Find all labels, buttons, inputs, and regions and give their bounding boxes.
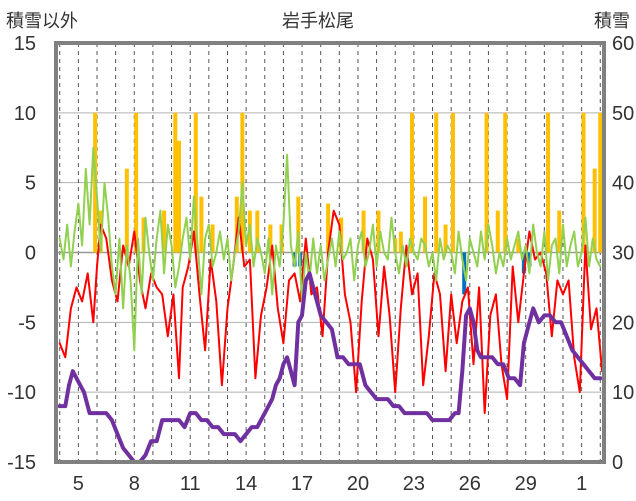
plot-frame [54, 41, 606, 464]
bar-mark [592, 168, 597, 253]
left-axis-ticks: 15 10 5 0 -5 -10 -15 [7, 33, 36, 474]
left-tick-label: 15 [14, 33, 36, 55]
right-tick-label: 0 [612, 452, 623, 474]
bar-mark [326, 203, 331, 253]
bar-mark [376, 210, 381, 253]
right-axis-label: 積雪 [594, 11, 630, 31]
bar-mark [484, 112, 489, 253]
right-tick-label: 10 [612, 382, 634, 404]
bar-mark [193, 112, 198, 253]
bar-mark [177, 140, 182, 253]
right-tick-label: 20 [612, 312, 634, 334]
left-axis-label: 積雪以外 [6, 11, 78, 31]
bar-mark [451, 112, 456, 253]
bar-mark [141, 217, 146, 253]
bar-mark [521, 252, 526, 274]
bar-mark [546, 112, 551, 253]
x-tick-label: 1 [576, 473, 587, 495]
bar-mark [339, 217, 344, 253]
x-tick-label: 8 [129, 473, 140, 495]
x-tick-label: 29 [515, 473, 537, 495]
series-line-3 [58, 146, 602, 352]
left-tick-label: 0 [25, 243, 36, 265]
x-tick-label: 5 [73, 473, 84, 495]
bar-mark [398, 231, 403, 253]
bar-mark [296, 196, 301, 253]
right-tick-label: 50 [612, 103, 634, 125]
x-tick-label: 26 [459, 473, 481, 495]
right-tick-label: 40 [612, 173, 634, 195]
line-series [57, 146, 604, 464]
right-tick-label: 60 [612, 33, 634, 55]
bar-mark [503, 112, 508, 253]
x-tick-label: 23 [403, 473, 425, 495]
series-line-4 [57, 271, 603, 464]
left-tick-label: 5 [25, 173, 36, 195]
bar-mark [199, 196, 204, 253]
bar-mark [557, 210, 562, 253]
right-tick-label: 30 [612, 243, 634, 265]
bar-mark [443, 224, 448, 253]
bar-mark [527, 252, 532, 267]
bar-mark [423, 196, 428, 253]
left-tick-label: 10 [14, 103, 36, 125]
left-tick-label: -5 [18, 312, 36, 334]
series-line-2 [58, 209, 604, 415]
right-axis-ticks: 60 50 40 30 20 10 0 [612, 33, 634, 474]
bar-mark [134, 112, 139, 253]
left-tick-label: -15 [7, 452, 36, 474]
bar-mark [162, 210, 167, 253]
bar-mark [210, 224, 215, 253]
bar-mark [581, 112, 586, 253]
x-tick-label: 14 [235, 473, 257, 495]
bar-mark [255, 210, 260, 253]
x-tick-label: 20 [347, 473, 369, 495]
bar-mark [268, 224, 273, 253]
bar-mark [173, 112, 178, 253]
left-tick-label: -10 [7, 382, 36, 404]
bar-mark [410, 112, 415, 253]
bar-mark [598, 112, 603, 253]
x-axis-ticks: 5 8 11 14 17 20 23 26 29 1 [73, 473, 587, 495]
bar-mark [234, 196, 239, 253]
bar-mark [495, 210, 500, 253]
bar-mark [516, 238, 521, 253]
chart-title: 岩手松尾 [282, 11, 354, 31]
x-tick-label: 17 [291, 473, 313, 495]
bar-mark [434, 112, 439, 253]
x-tick-label: 11 [180, 473, 201, 495]
bar-mark [124, 168, 129, 253]
bar-mark [361, 210, 366, 253]
